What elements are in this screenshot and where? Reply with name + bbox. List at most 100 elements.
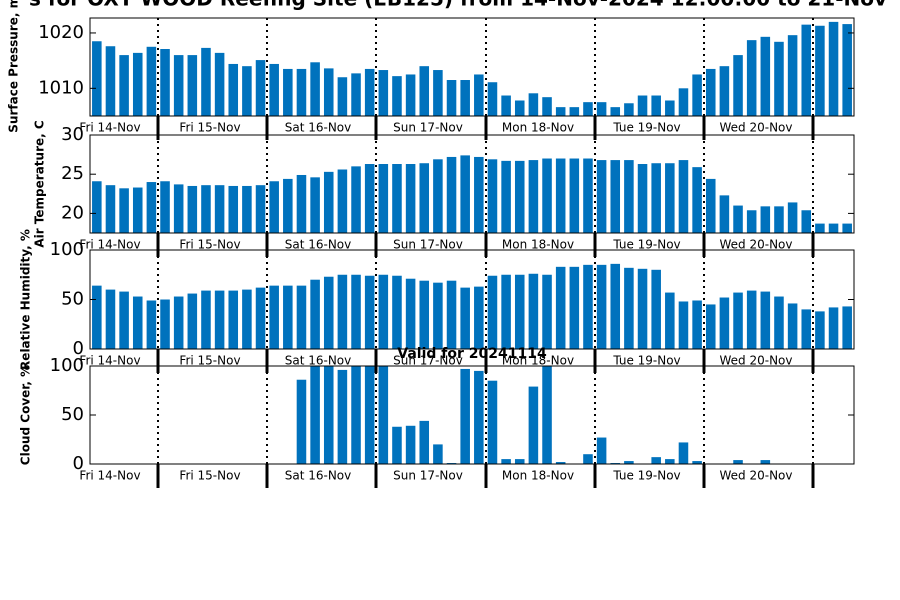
bar — [187, 293, 198, 349]
bar — [242, 185, 252, 233]
bar — [269, 285, 279, 349]
bar — [815, 223, 825, 233]
x-tick-label: Mon 18-Nov — [502, 121, 574, 135]
bar — [296, 285, 307, 349]
bar — [610, 160, 621, 233]
bar — [405, 278, 416, 349]
bar — [542, 97, 552, 116]
axes-box — [89, 365, 855, 465]
bar — [555, 266, 566, 349]
bar — [787, 35, 798, 116]
y-tick-label: 50 — [61, 404, 84, 425]
y-tick-label: 0 — [73, 338, 84, 359]
bar — [678, 442, 689, 464]
bar — [692, 167, 702, 233]
bar — [665, 459, 675, 464]
bar — [310, 366, 320, 464]
bar — [733, 460, 743, 464]
bar — [760, 36, 771, 116]
bar — [651, 95, 661, 116]
bar — [337, 77, 348, 116]
bar — [487, 275, 498, 349]
bar — [255, 60, 266, 116]
bar — [146, 46, 157, 116]
bar — [446, 80, 457, 116]
bar — [474, 286, 484, 349]
x-tick-label: Tue 19-Nov — [612, 121, 680, 135]
bar — [719, 195, 730, 233]
bar — [774, 296, 784, 349]
bar — [610, 107, 621, 116]
bar — [828, 21, 839, 117]
bar — [760, 291, 771, 349]
bar — [542, 366, 552, 464]
y-tick-label: 25 — [61, 163, 84, 184]
y-tick-label: 30 — [61, 124, 84, 145]
bar — [569, 158, 580, 233]
x-tick-label: Sun 17-Nov — [393, 238, 463, 252]
bar — [610, 263, 621, 349]
x-tick-label: Sat 16-Nov — [285, 354, 352, 368]
bar — [828, 307, 839, 349]
bar — [514, 100, 525, 116]
bar — [514, 160, 525, 233]
bar — [173, 55, 184, 116]
bar — [760, 206, 771, 233]
bar — [678, 160, 689, 233]
bar — [201, 290, 211, 349]
bar — [105, 185, 116, 233]
bar — [392, 76, 402, 116]
bar — [228, 63, 239, 116]
bar — [487, 159, 498, 233]
x-tick-label: Tue 19-Nov — [612, 354, 680, 368]
bar — [378, 274, 389, 349]
bar — [842, 306, 852, 349]
bar — [351, 166, 361, 233]
bar — [733, 55, 743, 116]
bar — [746, 40, 757, 116]
bar — [528, 93, 539, 116]
bar — [474, 74, 484, 116]
y-tick-label: 1020 — [38, 22, 84, 43]
bar — [323, 68, 334, 116]
x-tick-label: Fri 15-Nov — [179, 238, 240, 252]
x-tick-label: Mon 18-Nov — [502, 469, 574, 483]
bar — [596, 437, 607, 464]
bar — [460, 287, 470, 349]
bar — [596, 102, 607, 116]
bar — [187, 185, 198, 233]
bar — [364, 366, 375, 464]
bar — [542, 158, 552, 233]
bar — [501, 95, 511, 116]
bar — [323, 171, 334, 233]
x-tick-label: Sat 16-Nov — [285, 121, 352, 135]
bar — [801, 210, 812, 233]
bar — [624, 160, 634, 233]
x-tick-label: Sun 17-Nov — [393, 469, 463, 483]
bar — [228, 290, 239, 349]
bar — [392, 275, 402, 349]
bar — [214, 290, 225, 349]
bar — [801, 24, 812, 117]
bar — [787, 202, 798, 233]
bar — [596, 160, 607, 233]
bar — [132, 296, 143, 349]
bar — [132, 52, 143, 116]
bar — [146, 182, 157, 233]
bar — [528, 386, 539, 464]
chart-title: s for OXY WOOD Reefing Site (EB125) from… — [29, 0, 887, 11]
x-tick-label: Sat 16-Nov — [285, 238, 352, 252]
bar — [760, 460, 771, 464]
bar — [269, 63, 279, 116]
bar — [446, 280, 457, 349]
x-tick-label: Mon 18-Nov — [502, 238, 574, 252]
bar — [160, 299, 170, 349]
bar — [201, 185, 211, 233]
bar — [378, 70, 389, 116]
bar — [364, 275, 375, 349]
bar — [392, 164, 402, 233]
bar — [310, 177, 320, 233]
bar — [460, 368, 470, 464]
bar — [351, 73, 361, 116]
